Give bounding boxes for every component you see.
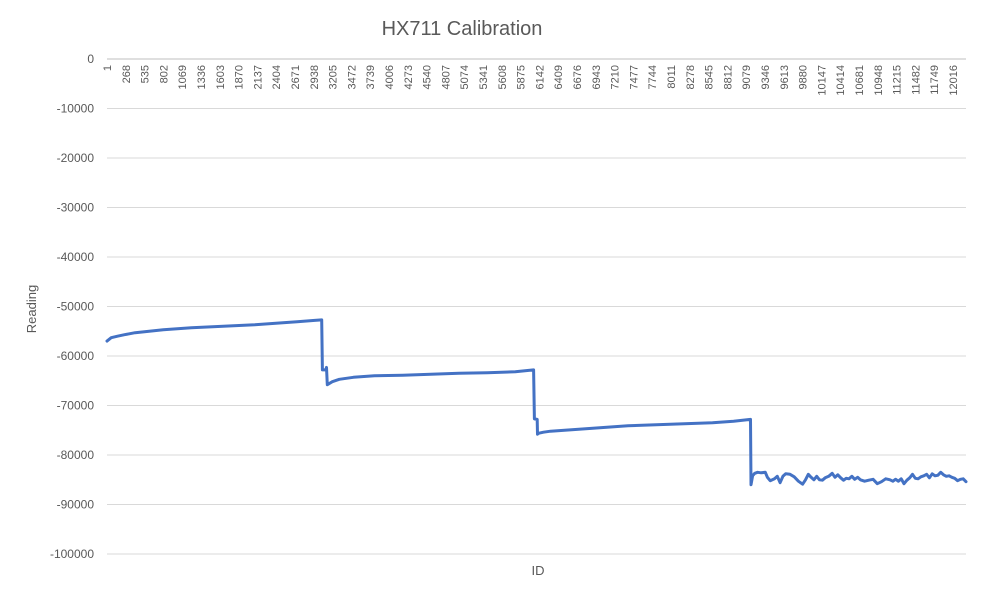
y-tick-label: -20000 [57,151,95,165]
y-axis-label: Reading [24,285,39,333]
x-tick-label: 9079 [741,65,753,89]
x-tick-label: 10147 [816,65,828,96]
x-axis-ticks: 1 268 535 802 1069 1336 1603 1870 2137 2404 2671 29… [102,65,960,96]
y-axis-ticks: 0 -10000 -20000 -30000 -40000 -50000 -60000 -70… [50,52,94,561]
x-axis-label: ID [532,563,545,578]
x-tick-label: 4006 [384,65,396,89]
x-tick-label: 7744 [647,65,659,89]
x-tick-label: 6676 [572,65,584,89]
x-tick-label: 10414 [835,65,847,96]
x-tick-label: 535 [140,65,152,83]
y-tick-label: -100000 [50,547,94,561]
y-tick-label: -60000 [57,349,95,363]
chart-title: HX711 Calibration [382,18,543,40]
series-layer [105,318,968,487]
x-tick-label: 5875 [516,65,528,89]
x-tick-label: 5341 [478,65,490,89]
x-tick-label: 3739 [365,65,377,89]
x-tick-label: 6943 [591,65,603,89]
x-tick-label: 5074 [459,65,471,89]
x-tick-label: 2404 [271,65,283,89]
y-tick-label: -70000 [57,399,95,413]
x-tick-label: 10681 [854,65,866,96]
series-line [105,318,968,487]
x-tick-label: 8545 [704,65,716,89]
y-tick-label: -80000 [57,448,95,462]
y-tick-label: 0 [87,52,94,66]
x-tick-label: 8812 [722,65,734,89]
x-tick-label: 12016 [948,65,960,96]
gridlines [107,58,966,555]
x-tick-label: 6142 [534,65,546,89]
x-tick-label: 1069 [177,65,189,89]
x-tick-label: 5608 [497,65,509,89]
x-tick-label: 11215 [892,65,904,95]
x-tick-label: 7210 [610,65,622,89]
x-tick-label: 9613 [779,65,791,89]
y-tick-label: -40000 [57,250,95,264]
x-tick-label: 4540 [422,65,434,89]
x-tick-label: 1336 [196,65,208,89]
x-tick-label: 8011 [666,65,678,89]
x-tick-label: 4807 [440,65,452,89]
y-tick-label: -10000 [57,102,95,116]
x-tick-label: 3205 [328,65,340,89]
x-tick-label: 1603 [215,65,227,89]
x-tick-label: 11482 [910,65,922,95]
x-tick-label: 1 [102,65,114,71]
y-tick-label: -90000 [57,498,95,512]
x-tick-label: 8278 [685,65,697,89]
x-tick-label: 802 [158,65,170,83]
x-tick-label: 1870 [234,65,246,89]
x-tick-label: 2137 [252,65,264,89]
x-tick-label: 6409 [553,65,565,89]
x-tick-label: 9346 [760,65,772,89]
x-tick-label: 4273 [403,65,415,89]
x-tick-label: 9880 [798,65,810,89]
x-tick-label: 10948 [873,65,885,96]
x-tick-label: 11749 [929,65,941,95]
x-tick-label: 7477 [628,65,640,89]
y-tick-label: -50000 [57,300,95,314]
x-tick-label: 2671 [290,65,302,89]
x-tick-label: 3472 [346,65,358,89]
x-tick-label: 2938 [309,65,321,89]
x-tick-label: 268 [121,65,133,83]
y-tick-label: -30000 [57,201,95,215]
